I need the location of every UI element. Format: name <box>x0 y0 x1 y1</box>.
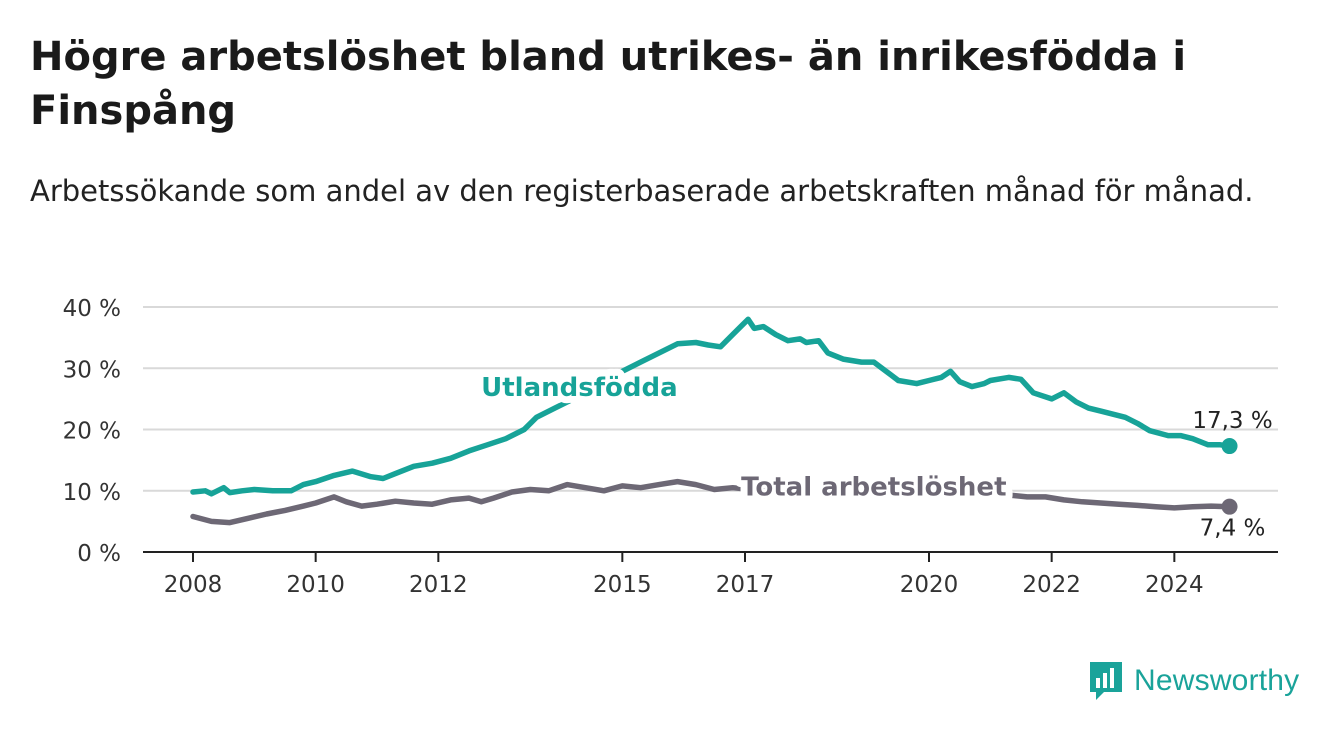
series-line-utlandsfodda <box>190 316 1233 497</box>
series-line-total <box>190 478 1233 526</box>
y-tick-label: 10 % <box>63 480 121 506</box>
x-tick-label: 2024 <box>1145 572 1204 598</box>
series-end-point <box>1221 498 1238 515</box>
series-end-label: 17,3 % <box>1192 408 1272 434</box>
y-tick-label: 20 % <box>63 419 121 445</box>
chart-title: Högre arbetslöshet bland utrikes- än inr… <box>30 34 1187 134</box>
y-tick-label: 30 % <box>63 357 121 383</box>
x-tick-label: 2020 <box>900 572 959 598</box>
x-tick-label: 2022 <box>1022 572 1081 598</box>
y-tick-label: 40 % <box>63 296 121 322</box>
x-tick-label: 2017 <box>716 572 775 598</box>
y-tick-label: 0 % <box>77 541 121 567</box>
brand: Newsworthy <box>1088 660 1299 702</box>
chart-subtitle: Arbetssökande som andel av den registerb… <box>30 174 1254 208</box>
series-annotation: Total arbetslöshet <box>741 473 1006 503</box>
x-tick-label: 2015 <box>593 572 652 598</box>
x-tick-label: 2012 <box>409 572 468 598</box>
series-end-point <box>1221 438 1238 455</box>
series-end-label: 7,4 % <box>1200 516 1266 542</box>
series-annotation: Utlandsfödda <box>481 373 678 403</box>
newsworthy-logo-icon <box>1090 662 1122 700</box>
brand-name: Newsworthy <box>1134 664 1300 697</box>
x-tick-label: 2010 <box>286 572 345 598</box>
x-tick-label: 2008 <box>164 572 223 598</box>
